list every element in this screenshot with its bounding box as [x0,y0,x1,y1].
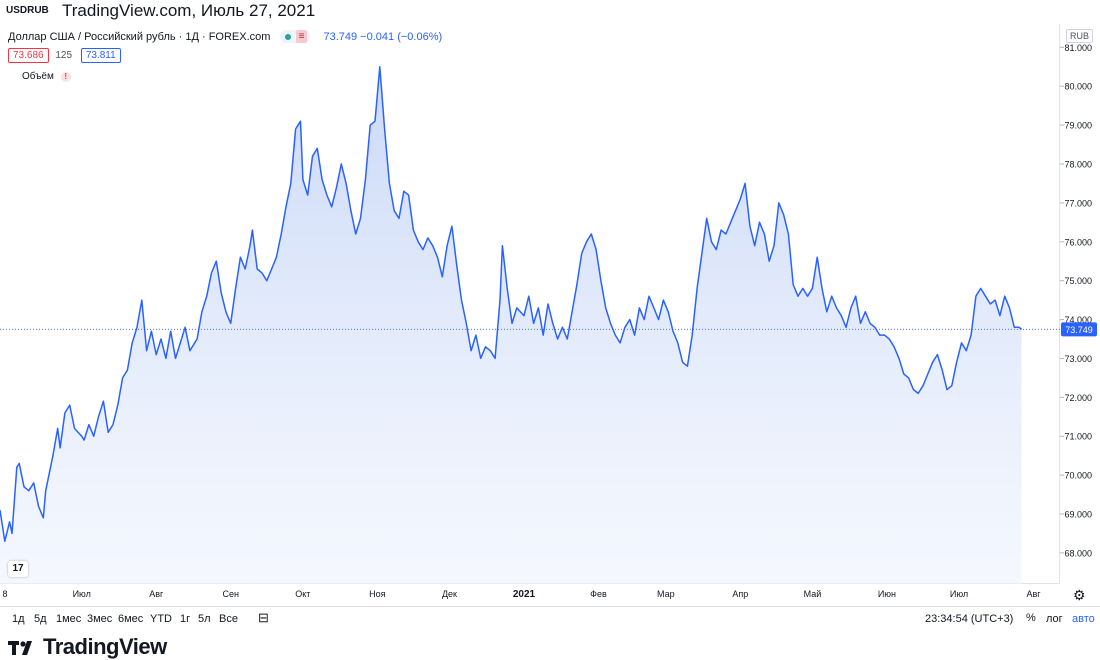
range-5d-button[interactable]: 5д [34,613,47,625]
x-tick-label: 2021 [513,589,536,600]
tradingview-logo-icon[interactable]: 17 [8,561,28,577]
chart-legend: Доллар США / Российский рубль · 1Д · FOR… [8,30,442,43]
x-tick-label: Июн [878,589,896,599]
bid-price[interactable]: 73.686 [8,48,49,63]
range-1m-button[interactable]: 1мес [56,613,82,625]
x-tick-label: Июл [950,589,968,599]
y-tick-label: 80.000 [1064,82,1092,92]
y-tick-label: 74.000 [1064,315,1092,325]
gear-icon[interactable]: ⚙ [1073,587,1086,603]
price-chart[interactable]: 68.000 69.000 70.000 71.000 72.000 73.000 74.0… [0,24,1100,606]
y-tick-label: 81.000 [1064,43,1092,53]
bottom-toolbar [0,606,1100,633]
bid-ask-row: 73.686 125 73.811 [8,48,125,63]
x-tick-label: Ноя [369,589,386,599]
y-tick-label: 77.000 [1064,198,1092,208]
range-6m-button[interactable]: 6мес [118,613,144,625]
badge-icon: ≡ [295,30,308,43]
brand-name: TradingView [43,634,167,659]
x-tick-label: Июл [73,589,91,599]
volume-label: Объём [22,71,54,82]
x-tick-label: Сен [223,589,240,599]
x-tick-label: Дек [442,589,457,599]
calendar-icon[interactable]: ⊟ [258,610,269,625]
clock[interactable]: 23:34:54 (UTC+3) [925,613,1014,625]
currency-button[interactable]: RUB [1066,29,1094,43]
current-price-change: 73.749 −0.041 (−0.06%) [323,30,443,43]
volume-legend: Объём ! [22,71,71,82]
symbol-label: USDRUB [6,5,49,16]
x-tick-label: 8 [2,589,7,599]
x-tick-label: Авг [149,589,164,599]
y-tick-label: 73.000 [1064,354,1092,364]
x-tick-label: Апр [732,589,748,599]
page-title: TradingView.com, Июль 27, 2021 [62,1,316,20]
y-tick-label: 70.000 [1064,471,1092,481]
last-price-tag [1061,322,1097,337]
price-line [0,66,1022,542]
ask-price[interactable]: 73.811 [80,48,121,63]
y-tick-label: 79.000 [1064,121,1092,131]
brand-logo: TradingView [8,634,167,660]
percent-button[interactable]: % [1026,612,1036,624]
last-price-label: 73.749 [1065,325,1093,335]
x-tick-label: Окт [295,589,310,599]
series-name: Доллар США / Российский рубль · 1Д · FOR… [8,30,271,43]
range-ytd-button[interactable]: YTD [150,613,172,625]
range-1y-button[interactable]: 1г [180,613,191,625]
price-area [0,66,1022,585]
tradingview-brand-icon [8,641,32,656]
y-tick-label: 71.000 [1064,432,1092,442]
y-tick-label: 72.000 [1064,393,1092,403]
x-tick-label: Мар [657,589,675,599]
x-tick-label: Фев [590,589,607,599]
y-tick-label: 69.000 [1064,510,1092,520]
range-1d-button[interactable]: 1д [12,613,25,625]
log-button[interactable]: лог [1046,613,1063,625]
range-5y-button[interactable]: 5л [198,613,211,625]
market-status-pill[interactable]: ≡ [279,30,311,43]
x-tick-label: Авг [1027,589,1042,599]
range-all-button[interactable]: Все [219,613,238,625]
market-open-icon [284,33,291,40]
x-tick-label: Май [804,589,822,599]
auto-button[interactable]: авто [1072,613,1095,625]
range-3m-button[interactable]: 3мес [87,613,113,625]
y-tick-label: 75.000 [1064,276,1092,286]
spread-value: 125 [55,50,73,61]
y-tick-label: 76.000 [1064,237,1092,247]
y-tick-label: 68.000 [1064,548,1092,558]
warning-icon[interactable]: ! [60,72,71,82]
y-tick-label: 78.000 [1064,160,1092,170]
